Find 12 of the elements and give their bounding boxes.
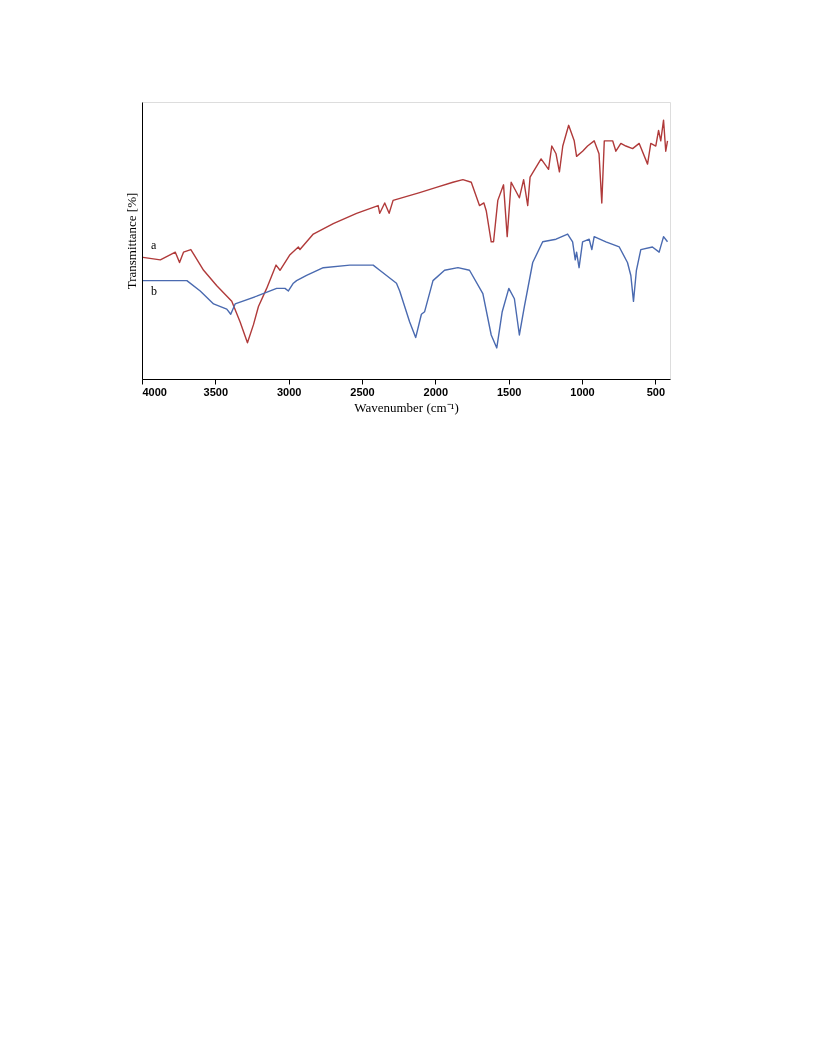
x-tick-label: 3500 — [203, 385, 229, 398]
x-axis-title: Wavenumber (cm⁻¹) — [354, 399, 459, 415]
x-tick-label: 3000 — [276, 385, 302, 398]
series-label: b — [151, 283, 158, 298]
y-axis-title: Transmittance [%] — [123, 192, 139, 290]
series-label: a — [151, 238, 158, 253]
x-tick-label: 500 — [646, 385, 666, 398]
x-tick-label: 1500 — [496, 385, 522, 398]
x-tick-label: 1000 — [570, 385, 595, 398]
x-tick-label: 4000 — [142, 385, 167, 398]
x-tick-label: 2500 — [350, 385, 375, 398]
x-tick-label: 2000 — [423, 385, 449, 398]
